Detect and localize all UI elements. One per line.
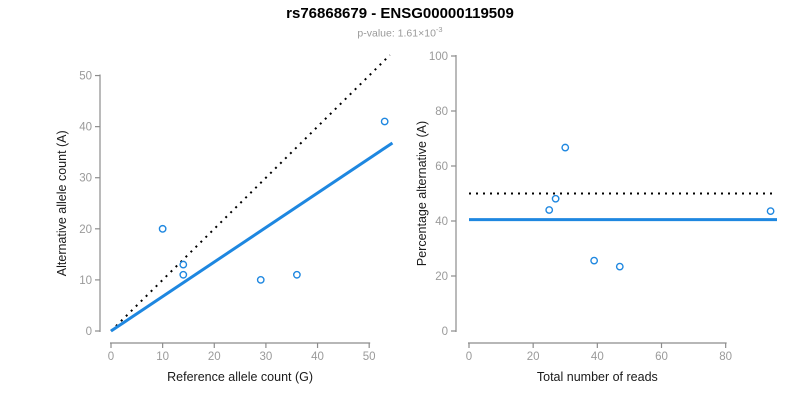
- data-point: [590, 256, 599, 265]
- identity-line: [110, 54, 391, 332]
- x-tick-label: 50: [363, 351, 376, 363]
- y-axis-title: Alternative allele count (A): [55, 130, 69, 276]
- x-tick-label: 80: [719, 351, 732, 363]
- y-tick-label: 30: [79, 173, 92, 185]
- x-tick-label: 40: [591, 351, 604, 363]
- fit-line: [110, 141, 394, 333]
- y-tick-label: 40: [435, 216, 448, 228]
- y-tick-label: 0: [442, 326, 448, 338]
- data-point: [158, 224, 167, 233]
- y-tick-label: 10: [79, 275, 92, 287]
- x-axis-title: Reference allele count (G): [167, 370, 313, 384]
- y-axis-title: Percentage alternative (A): [415, 121, 429, 266]
- data-point: [561, 143, 570, 152]
- data-point: [179, 260, 188, 269]
- y-tick-label: 80: [435, 106, 448, 118]
- x-axis-title: Total number of reads: [537, 370, 658, 384]
- y-tick-label: 20: [79, 224, 92, 236]
- data-point: [551, 194, 560, 203]
- data-point: [179, 270, 188, 279]
- y-tick-label: 60: [435, 161, 448, 173]
- x-tick-label: 10: [156, 351, 169, 363]
- subtitle-pvalue-exponent: -3: [435, 25, 443, 34]
- y-tick-label: 50: [79, 71, 92, 83]
- data-point: [380, 117, 389, 126]
- y-tick-label: 100: [429, 51, 448, 63]
- figure-title: rs76868679 - ENSG00000119509: [286, 5, 514, 22]
- y-tick-label: 20: [435, 271, 448, 283]
- subtitle-pvalue-text: p-value: 1.61×10: [357, 27, 436, 40]
- y-tick-label: 40: [79, 122, 92, 134]
- data-point: [766, 207, 775, 216]
- x-tick-label: 20: [527, 351, 540, 363]
- data-point: [545, 206, 554, 214]
- data-point: [292, 270, 301, 279]
- x-tick-label: 30: [260, 351, 273, 363]
- percentage-vs-reads-scatter-plot: 0 20 40 60 80 Total number of reads 0 20 40 60 80 1…: [415, 51, 777, 384]
- data-point: [615, 262, 624, 271]
- allele-count-scatter-plot: 0 10 20 30 40 50 Reference allele count (G) 0 10…: [55, 54, 394, 384]
- y-tick-label: 0: [86, 326, 92, 338]
- data-point: [256, 276, 265, 284]
- x-tick-label: 0: [466, 351, 472, 363]
- x-tick-label: 20: [208, 351, 221, 363]
- figure-subtitle: p-value: 1.61×10-3: [0, 25, 800, 40]
- x-tick-label: 0: [108, 351, 114, 363]
- x-tick-label: 40: [311, 351, 324, 363]
- x-tick-label: 60: [655, 351, 668, 363]
